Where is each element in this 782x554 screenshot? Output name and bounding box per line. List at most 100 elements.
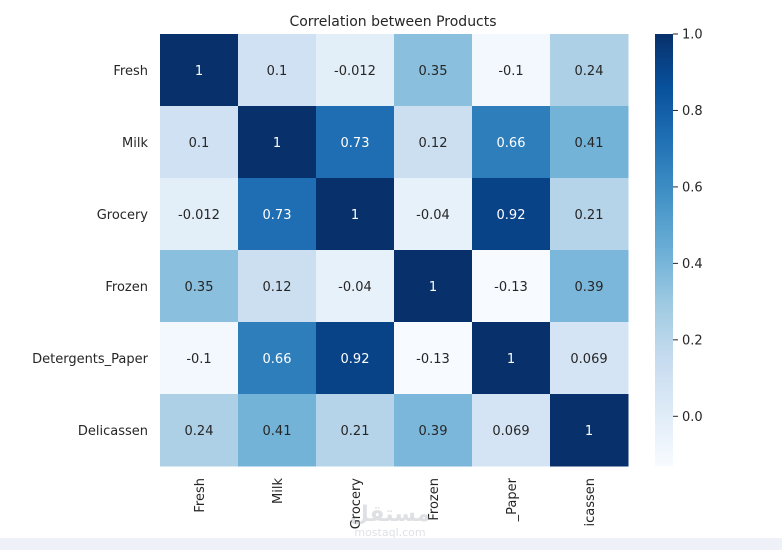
column-label: Fresh <box>193 478 208 513</box>
cell-value-label: 0.92 <box>497 208 526 223</box>
cell-value-label: 0.39 <box>575 280 604 295</box>
cell-value-label: 0.41 <box>263 424 292 439</box>
colorbar-ticks: 0.0 0.2 0.4 0.6 0.8 1.0 <box>673 28 703 425</box>
heatmap-cell <box>238 178 317 251</box>
heatmap-cell <box>394 178 473 251</box>
heatmap-cell <box>160 106 239 179</box>
heatmap-cell <box>550 34 629 107</box>
heatmap-cell <box>238 394 317 467</box>
cell-value-label: 0.39 <box>419 424 448 439</box>
heatmap-cell <box>472 106 551 179</box>
heatmap-cell <box>550 322 629 395</box>
colorbar-tick-label: 1.0 <box>682 28 703 43</box>
column-label: Milk <box>271 478 286 504</box>
heatmap-cells <box>160 34 629 467</box>
heatmap-cell <box>472 34 551 107</box>
watermark-text: mostaql.com <box>354 526 425 539</box>
chart-title: Correlation between Products <box>289 14 496 30</box>
cell-value-label: 0.24 <box>575 64 604 79</box>
cell-value-label: 0.66 <box>497 136 526 151</box>
heatmap-cell <box>316 178 395 251</box>
heatmap-cell <box>394 34 473 107</box>
cell-value-label: 0.1 <box>189 136 210 151</box>
colorbar-tick-label: 0.0 <box>682 410 703 425</box>
heatmap-cell <box>550 394 629 467</box>
heatmap-cell <box>238 250 317 323</box>
watermark-arabic: مستقل <box>350 502 430 527</box>
cell-value-label: 1 <box>507 352 515 367</box>
heatmap-cell <box>394 106 473 179</box>
cell-value-label: 0.21 <box>341 424 370 439</box>
cell-value-label: 0.73 <box>341 136 370 151</box>
column-label: Frozen <box>427 478 442 521</box>
cell-value-label: 0.35 <box>185 280 214 295</box>
cell-value-label: 1 <box>585 424 593 439</box>
cell-value-label: -0.04 <box>338 280 372 295</box>
cell-value-label: -0.012 <box>334 64 376 79</box>
heatmap-cell <box>160 34 239 107</box>
row-label: Delicassen <box>78 424 148 439</box>
cell-value-label: 0.069 <box>492 424 529 439</box>
cell-value-label: 0.21 <box>575 208 604 223</box>
column-labels: Fresh Milk Grocery Frozen _Paper icassen <box>193 477 598 529</box>
cell-value-label: 0.73 <box>263 208 292 223</box>
cell-value-label: 1 <box>351 208 359 223</box>
heatmap-cell <box>238 34 317 107</box>
row-label: Milk <box>122 136 148 151</box>
heatmap-cell <box>550 250 629 323</box>
heatmap-cell <box>238 322 317 395</box>
colorbar-tick-label: 0.4 <box>682 257 703 272</box>
heatmap-cell <box>238 106 317 179</box>
heatmap-cell <box>550 178 629 251</box>
cell-value-label: 0.12 <box>263 280 292 295</box>
cell-value-label: -0.012 <box>178 208 220 223</box>
colorbar-tick-label: 0.6 <box>682 180 703 195</box>
cell-value-label: 1 <box>429 280 437 295</box>
cell-value-label: -0.13 <box>494 280 528 295</box>
heatmap-cell <box>316 250 395 323</box>
cell-value-label: 0.24 <box>185 424 214 439</box>
cell-value-label: 1 <box>195 64 203 79</box>
cell-value-label: 0.12 <box>419 136 448 151</box>
cell-value-label: 0.1 <box>267 64 288 79</box>
colorbar <box>655 34 673 466</box>
heatmap-cell <box>394 250 473 323</box>
watermark-logo: مستقل mostaql.com <box>350 502 430 539</box>
row-label: Grocery <box>97 208 149 223</box>
cell-value-label: -0.13 <box>416 352 450 367</box>
heatmap-cell <box>550 106 629 179</box>
row-label: Detergents_Paper <box>32 352 149 367</box>
heatmap-cell <box>316 106 395 179</box>
cell-value-label: 0.92 <box>341 352 370 367</box>
cell-value-label: 0.35 <box>419 64 448 79</box>
heatmap-cell <box>160 178 239 251</box>
heatmap-cell <box>316 394 395 467</box>
column-label: Grocery <box>349 478 364 530</box>
heatmap-cell <box>394 394 473 467</box>
bottom-strip <box>0 538 782 550</box>
heatmap-cell <box>316 34 395 107</box>
row-labels: Fresh Milk Grocery Frozen Detergents_Paper De… <box>32 64 149 439</box>
heatmap-cell <box>160 394 239 467</box>
cell-value-label: 0.66 <box>263 352 292 367</box>
column-label: _Paper <box>505 477 520 522</box>
heatmap-cell <box>394 322 473 395</box>
cell-value-label: 0.069 <box>570 352 607 367</box>
cell-value-label: -0.1 <box>186 352 211 367</box>
cell-value-label: -0.04 <box>416 208 450 223</box>
cell-value-labels: 1 0.1 -0.012 0.35 -0.1 0.24 0.1 1 0.73 0.12 0.66 0.… <box>178 64 608 439</box>
heatmap-cell <box>472 394 551 467</box>
heatmap-cell <box>160 250 239 323</box>
cell-value-label: 0.41 <box>575 136 604 151</box>
colorbar-tick-label: 0.8 <box>682 104 703 119</box>
heatmap-cell <box>472 250 551 323</box>
heatmap-cell <box>472 178 551 251</box>
colorbar-tick-label: 0.2 <box>682 333 703 348</box>
row-label: Fresh <box>113 64 148 79</box>
column-label: icassen <box>583 478 598 527</box>
cell-value-label: 1 <box>273 136 281 151</box>
heatmap-cell <box>472 322 551 395</box>
row-label: Frozen <box>105 280 148 295</box>
